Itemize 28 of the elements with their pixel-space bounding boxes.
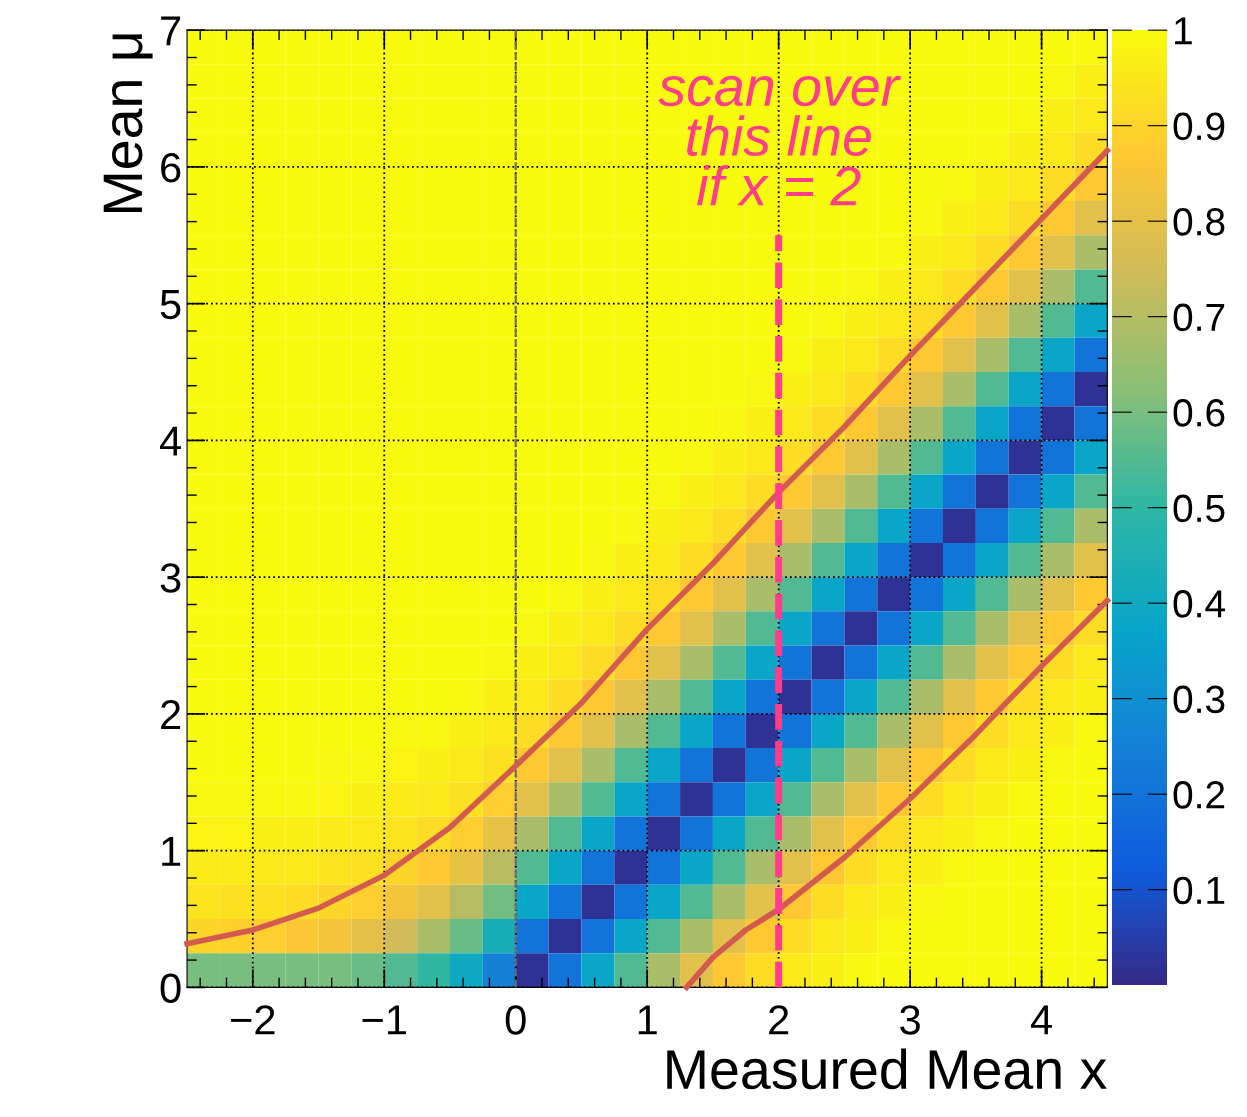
y-tick-label: 5 (160, 290, 181, 320)
x-tick-label: 3 (900, 1005, 920, 1035)
color-bar-label: 0.4 (1173, 590, 1225, 618)
x-tick-label: 4 (1030, 1005, 1052, 1035)
y-tick-label: 3 (160, 563, 181, 593)
color-bar-label: 0.3 (1173, 685, 1225, 714)
x-tick-label: 0 (505, 1005, 526, 1035)
y-tick-label: 7 (161, 16, 181, 46)
y-tick-label: 2 (161, 699, 181, 730)
color-bar-label: 0.7 (1173, 303, 1225, 332)
color-bar-label: 0.1 (1173, 876, 1225, 905)
color-bar-label: 0.6 (1173, 399, 1225, 427)
color-bar-label: 0.5 (1173, 494, 1225, 523)
y-tick-label: 6 (161, 152, 181, 183)
annotation: scan over this line if x = 2 (658, 75, 902, 206)
color-bar-label: 1 (1175, 17, 1192, 45)
x-tick-label: −1 (362, 1005, 406, 1035)
x-axis-title: Measured Mean x (667, 1048, 1107, 1090)
y-tick-label: 4 (159, 426, 181, 456)
color-bar-label: 0.2 (1173, 781, 1225, 809)
x-tick-label: −2 (231, 1005, 275, 1035)
x-tick-label: 1 (638, 1005, 657, 1035)
color-bar-label: 0.9 (1173, 112, 1225, 141)
y-axis-title: Mean μ (103, 34, 153, 213)
y-tick-label: 0 (160, 973, 181, 1003)
x-tick-label: 2 (769, 1005, 789, 1035)
color-bar-label: 0.8 (1173, 208, 1225, 236)
y-tick-label: 1 (162, 837, 181, 866)
